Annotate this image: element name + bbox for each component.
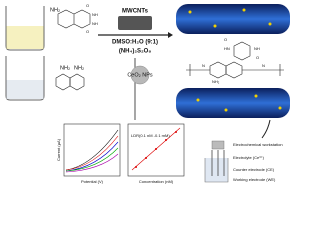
cell-label: Counter electrode (CE) [233,167,275,172]
label: O [86,29,89,34]
label: N [202,63,205,68]
arrow-head [168,32,173,38]
nanoparticles [188,8,282,112]
reagent: MWCNTs [122,9,149,15]
x-label: Potential (V) [81,179,104,184]
chart-left [63,123,121,177]
chart-right [127,123,185,177]
label: N [262,63,265,68]
polymer [186,41,284,79]
nanoparticles: CeO₂ NPs [127,72,153,78]
monomer-2 [55,73,85,91]
label: NH₂ [74,65,84,71]
label: NH [92,21,98,26]
label: NH [254,46,260,51]
label: O [224,37,227,42]
cell-label: Electrolyte (Ce³⁺) [233,155,265,160]
label: NH₂ [50,7,60,13]
ceo2-icon [130,65,150,85]
graphical-abstract: NH₂ O NH NH O NH₂ NH₂ MWCNTs DMSO:H₂O (9… [5,3,290,184]
x-label: Concentration (nM) [139,179,174,184]
solvent: DMSO:H₂O (9:1) [112,40,158,46]
label: NH₂ [60,65,70,71]
label: HN [224,46,230,51]
annotation: LDR(0.1 nM -0.1 mM) [131,133,170,138]
oxidant: (NH₄)₂S₂O₈ [119,49,152,55]
nanotube [176,88,290,118]
beaker-2 [5,56,45,101]
nanotube [176,4,290,34]
beaker-1 [5,6,45,51]
cell [204,158,229,183]
label: NH₂ [212,79,220,84]
cnt-icon [118,16,152,30]
label: O [86,3,89,8]
workstation [211,140,225,150]
cell-label: Electrochemical workstation [233,142,283,147]
page: {"synthesis":{"reagent":"MWCNTs","solven… [5,3,290,185]
label: NH [92,12,98,17]
y-label: Current (μA) [56,138,61,161]
cell-label: Working electrode (WE) [233,177,276,182]
arrow [261,119,271,139]
label: O [256,55,259,60]
monomer-1 [57,9,91,29]
